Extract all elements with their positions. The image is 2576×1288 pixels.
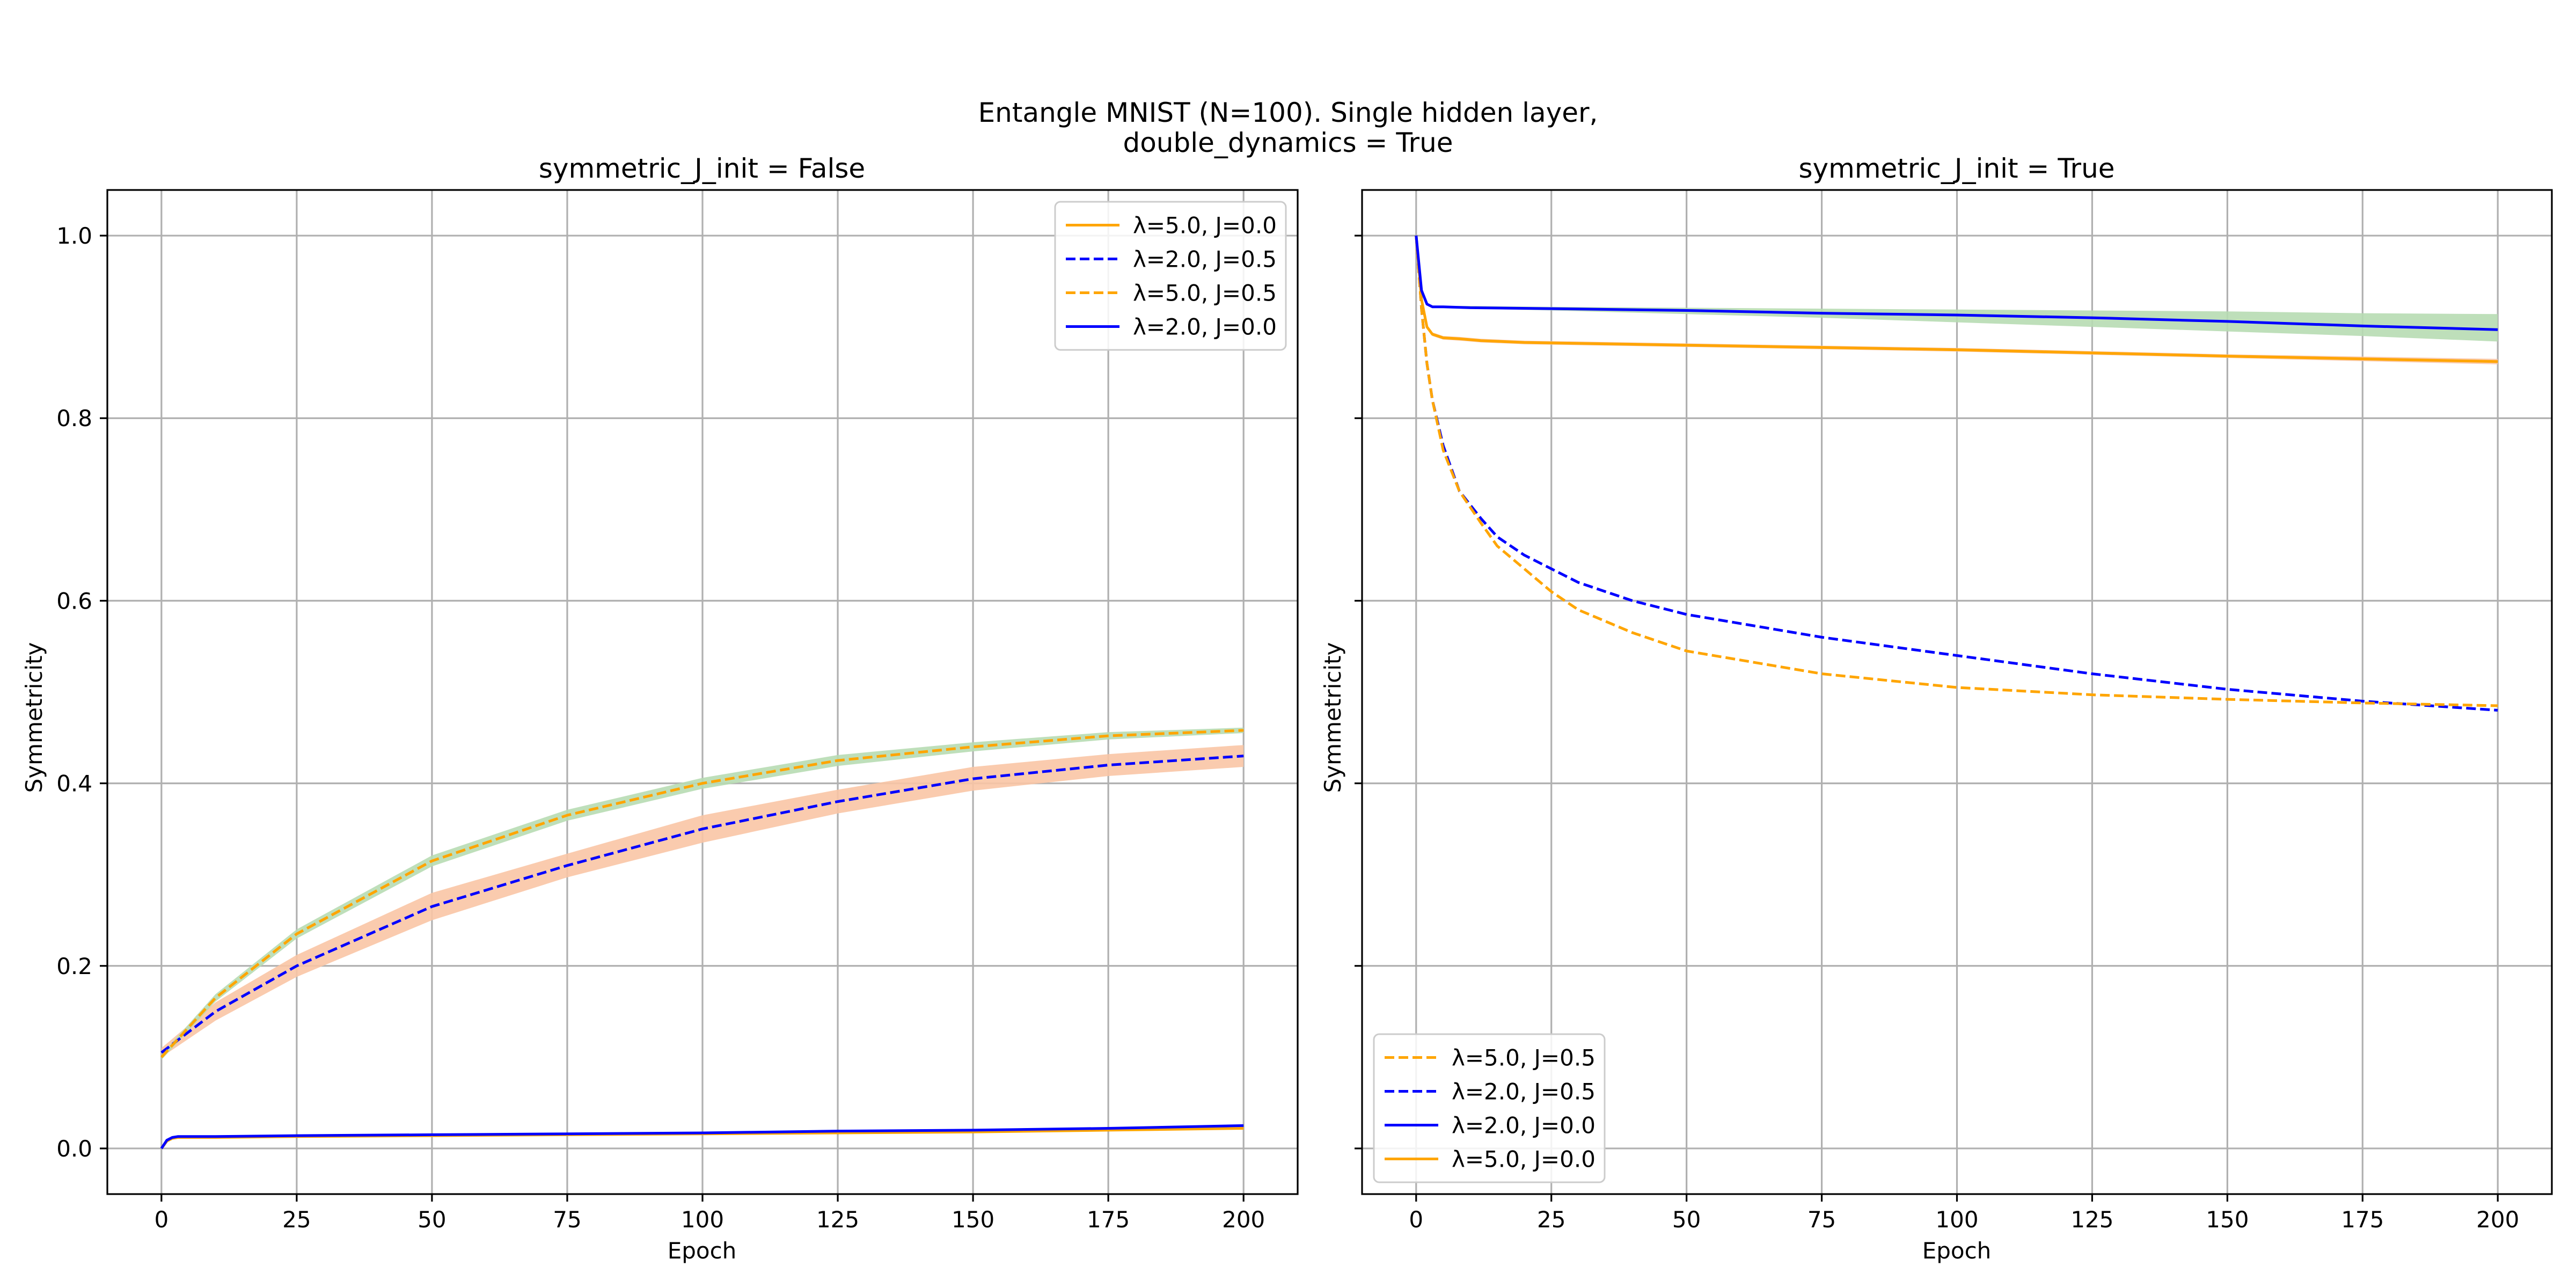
right-subplot-legend: λ=5.0, J=0.5 λ=2.0, J=0.5 λ=2.0, J=0.0 λ=5.…: [1373, 1033, 1606, 1183]
left-subplot-xtick-label: 0: [154, 1206, 169, 1233]
left-subplot-legend-label: λ=2.0, J=0.0: [1133, 314, 1277, 340]
figure-suptitle-line1: Entangle MNIST (N=100). Single hidden la…: [978, 97, 1598, 128]
right-subplot-legend-label: λ=2.0, J=0.0: [1452, 1113, 1596, 1139]
right-subplot-ylabel: Symmetricity: [1320, 642, 1346, 793]
right-subplot-xtick-label: 50: [1672, 1206, 1701, 1233]
left-subplot-xtick-label: 100: [681, 1206, 724, 1233]
right-subplot-series-line-1: [1415, 235, 2498, 712]
figure-suptitle-line2: double_dynamics = True: [1123, 127, 1453, 158]
left-subplot-xtick-label: 175: [1087, 1206, 1130, 1233]
left-subplot-legend-label: λ=2.0, J=0.5: [1133, 246, 1277, 273]
right-subplot-xaxis: 0 25 50 75 100 125 150 175 200: [1409, 1194, 2519, 1233]
right-subplot-xtick-label: 25: [1537, 1206, 1565, 1233]
left-subplot-ytick-label: 0.8: [56, 405, 92, 431]
right-subplot-xtick-label: 200: [2476, 1206, 2519, 1233]
right-subplot-series-line-2: [1415, 235, 2498, 707]
right-subplot-title: symmetric_J_init = True: [1798, 153, 2114, 184]
left-subplot-series-line-2: [160, 729, 1244, 1058]
right-subplot-legend-box: [1373, 1033, 1606, 1183]
right-subplot-legend-label: λ=2.0, J=0.5: [1452, 1079, 1596, 1105]
right-subplot-lines: [1415, 235, 2498, 712]
left-subplot-xlabel: Epoch: [668, 1238, 737, 1264]
left-subplot: symmetric_J_init = False Epoch Symmetric…: [21, 153, 1299, 1264]
right-subplot-legend-label: λ=5.0, J=0.0: [1452, 1146, 1596, 1173]
left-subplot-xaxis: 0 25 50 75 100 125 150 175 200: [154, 1194, 1265, 1233]
left-subplot-ytick-label: 0.4: [56, 771, 92, 797]
right-subplot-yaxis: [1355, 235, 1362, 1150]
right-subplot-series-line-3: [1415, 235, 2498, 331]
left-subplot-series-line-3: [160, 1124, 1244, 1150]
left-subplot-ytick-label: 0.6: [56, 588, 92, 614]
left-subplot-band-series-2: [161, 727, 1244, 1060]
right-subplot-xtick-label: 0: [1409, 1206, 1423, 1233]
left-subplot-legend-label: λ=5.0, J=0.0: [1133, 213, 1277, 239]
right-subplot: symmetric_J_init = True Epoch Symmetrici…: [1320, 153, 2553, 1264]
right-subplot-xtick-label: 75: [1807, 1206, 1836, 1233]
left-subplot-legend: λ=5.0, J=0.0 λ=2.0, J=0.5 λ=5.0, J=0.5 λ=2.…: [1054, 201, 1287, 351]
right-subplot-xtick-label: 100: [1935, 1206, 1978, 1233]
left-subplot-ytick-label: 0.0: [56, 1136, 92, 1162]
right-subplot-xtick-label: 125: [2070, 1206, 2113, 1233]
left-subplot-ytick-label: 1.0: [56, 223, 92, 249]
left-subplot-legend-label: λ=5.0, J=0.5: [1133, 280, 1277, 306]
left-subplot-xtick-label: 125: [816, 1206, 859, 1233]
left-subplot-xtick-label: 150: [952, 1206, 994, 1233]
left-subplot-ytick-label: 0.2: [56, 953, 92, 979]
left-subplot-legend-box: [1054, 201, 1287, 351]
right-subplot-band-series-3: [1416, 236, 2498, 342]
left-subplot-xtick-label: 200: [1222, 1206, 1265, 1233]
left-subplot-bands: [161, 727, 1244, 1060]
right-subplot-legend-label: λ=5.0, J=0.5: [1452, 1045, 1596, 1071]
left-subplot-title: symmetric_J_init = False: [539, 153, 865, 184]
right-subplot-bands: [1416, 236, 2498, 364]
right-subplot-xtick-label: 175: [2341, 1206, 2384, 1233]
left-subplot-xtick-label: 25: [282, 1206, 311, 1233]
left-subplot-ylabel: Symmetricity: [21, 642, 47, 793]
right-subplot-xtick-label: 150: [2206, 1206, 2249, 1233]
left-subplot-yaxis: 0.0 0.2 0.4 0.6 0.8 1.0: [56, 223, 107, 1162]
left-subplot-xtick-label: 50: [418, 1206, 446, 1233]
right-subplot-xlabel: Epoch: [1922, 1238, 1992, 1264]
right-subplot-series-line-0: [1415, 235, 2498, 363]
left-subplot-xtick-label: 75: [553, 1206, 581, 1233]
left-subplot-grid: [107, 190, 1298, 1194]
left-subplot-series-line-1: [160, 755, 1244, 1054]
left-subplot-lines: [160, 729, 1244, 1150]
